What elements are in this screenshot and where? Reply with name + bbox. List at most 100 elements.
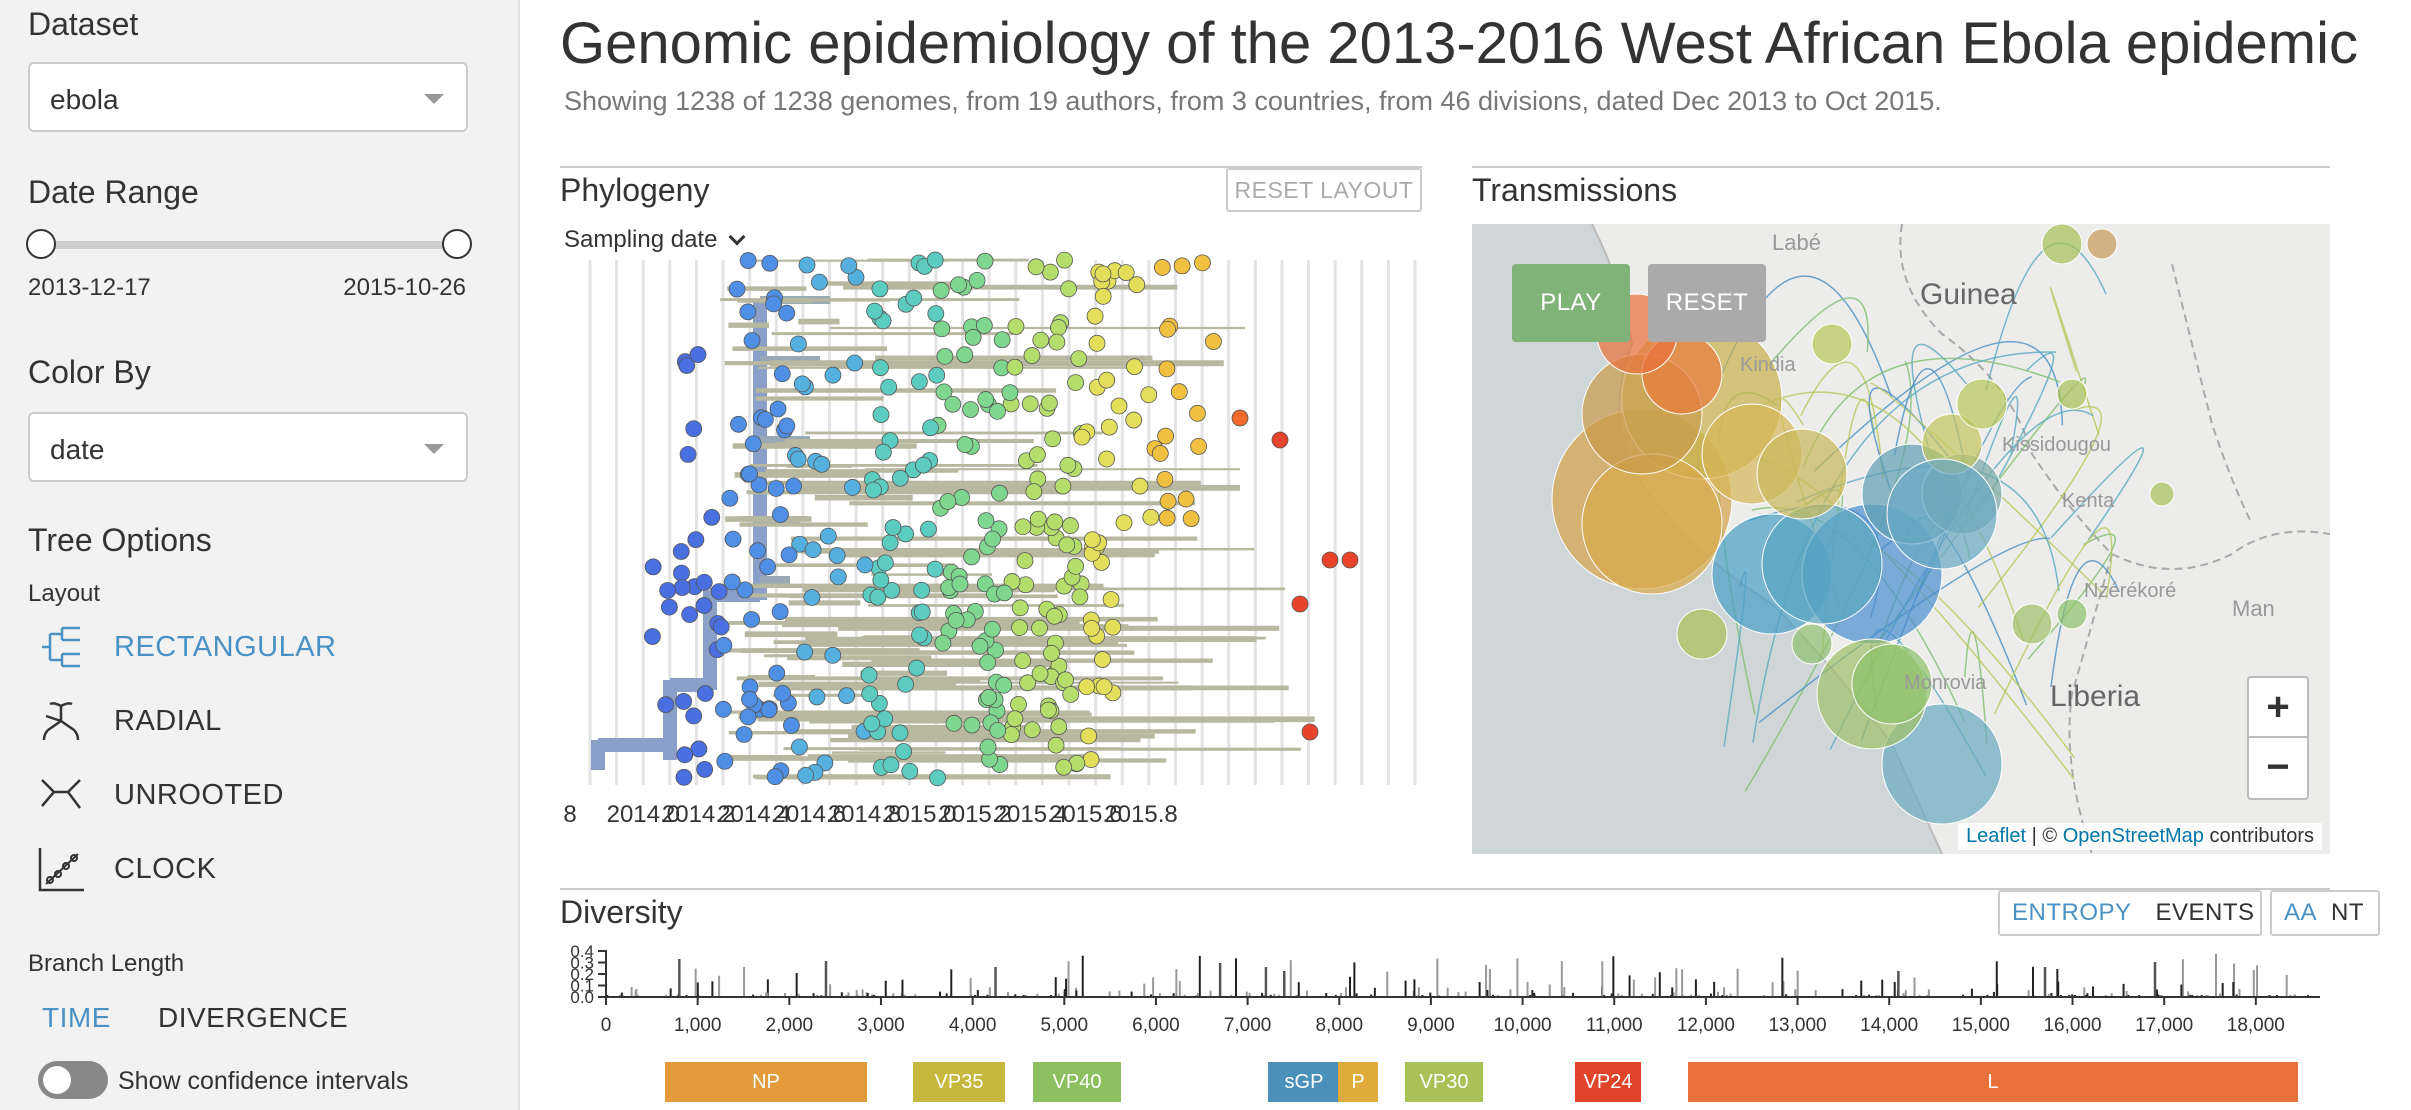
tip [1194,254,1211,272]
tip [1032,331,1050,349]
tip [891,724,909,742]
gene-vp24[interactable]: VP24 [1575,1062,1641,1102]
branch-length-time-button[interactable]: TIME [42,1002,111,1033]
tip [1115,514,1133,532]
tip [789,450,807,468]
tip [1055,758,1073,776]
transmission-map[interactable]: Labé Guinea Kindia Kissidougou Nzérékoré… [1472,224,2330,854]
map-label-nzerekore: Nzérékoré [2084,580,2177,602]
phylogeny-tree[interactable]: 8 2014.02014.22014.42014.62014.82015.0201… [560,240,1430,840]
date-range-heading: Date Range [28,174,199,210]
gene-sgp[interactable]: sGP [1268,1062,1340,1102]
tip [804,541,822,559]
tip [1062,686,1080,703]
tip [1023,721,1041,739]
tip [715,636,733,654]
layout-radial-label: RADIAL [114,704,222,737]
tip [819,527,837,545]
tip [929,769,947,787]
tip [766,768,784,786]
layout-radial-button[interactable]: RADIAL [36,696,376,746]
tip [865,481,882,499]
gene-p[interactable]: P [1338,1062,1378,1102]
tree-tips[interactable] [644,251,1359,787]
reset-layout-button[interactable]: RESET LAYOUT [1226,168,1422,212]
events-button[interactable]: EVENTS [2155,899,2255,926]
tip [798,256,816,274]
tip [989,721,1007,739]
gene-np[interactable]: NP [665,1062,867,1102]
dataset-heading: Dataset [28,6,139,42]
tip [871,280,889,298]
tip [950,276,967,294]
rectangular-tree-icon [42,626,80,668]
date-range-end-handle[interactable] [442,229,472,259]
tip [1043,644,1060,662]
layout-label: Layout [28,580,101,607]
play-button[interactable]: PLAY [1512,264,1630,342]
dataset-select[interactable]: ebola [28,62,468,132]
tip [721,489,739,507]
tip [869,588,887,606]
gene-vp30[interactable]: VP30 [1405,1062,1483,1102]
tip [1117,264,1135,282]
tip [1007,318,1025,335]
date-range-start-label: 2013-12-17 [28,274,151,301]
nt-button[interactable]: NT [2331,899,2365,926]
entropy-axis: 0.00.10.20.30.4 0 1,000 2,000 3,000 4,000 5,00… [570,942,2320,1036]
tip [979,738,997,756]
tip [1080,727,1098,745]
branch-length-divergence-button[interactable]: DIVERGENCE [158,1002,349,1033]
tip [1189,404,1206,422]
aa-button[interactable]: AA [2284,899,2318,926]
tip [780,546,798,564]
map-label-kissidougou: Kissidougou [2002,434,2111,456]
tip [932,282,950,299]
tip [1094,287,1112,305]
entropy-x-tick: 16,000 [2043,1015,2101,1036]
tip [1126,358,1143,376]
tip [962,401,980,418]
tip [1040,701,1057,719]
tip [1057,671,1074,689]
map-reset-button[interactable]: RESET [1648,264,1766,342]
gene-l[interactable]: L [1688,1062,2298,1102]
tip [796,643,814,661]
diversity-title: Diversity [560,894,683,930]
tip [1151,445,1169,462]
gene-vp40[interactable]: VP40 [1033,1062,1121,1102]
location-circle [1756,428,1848,520]
tip [1059,456,1077,474]
osm-link[interactable]: OpenStreetMap [2062,825,2204,847]
location-circle [1761,503,1883,625]
sampling-date-select[interactable]: Sampling date [564,226,746,254]
map-label-guinea: Guinea [1920,278,2017,311]
tip [882,756,900,774]
date-range-track[interactable] [40,241,458,249]
tip [1073,428,1091,446]
layout-rectangular-button[interactable]: RECTANGULAR [36,622,376,672]
tip [690,740,708,758]
layout-unrooted-button[interactable]: UNROOTED [36,770,376,820]
attrib-sep: | © [2026,825,2063,847]
tip [1011,599,1029,617]
tip [984,530,1001,548]
tip [1014,518,1032,536]
entropy-button[interactable]: ENTROPY [2012,899,2132,926]
tip [1050,319,1067,336]
date-range-start-handle[interactable] [26,229,56,259]
layout-clock-button[interactable]: CLOCK [36,844,376,894]
zoom-in-button[interactable]: + [2247,676,2309,738]
confidence-toggle[interactable] [38,1061,108,1099]
leaflet-link[interactable]: Leaflet [1966,825,2027,847]
tip [685,707,703,725]
tip [675,693,693,710]
tip [673,564,690,582]
entropy-x-tick: 5,000 [1041,1015,1089,1036]
zoom-out-button[interactable]: − [2247,738,2309,800]
color-by-select[interactable]: date [28,412,468,482]
entropy-chart[interactable]: 0.00.10.20.30.4 0 1,000 2,000 3,000 4,000 5,00… [560,940,2330,1060]
gene-vp35[interactable]: VP35 [913,1062,1005,1102]
tip [761,254,779,272]
color-by-heading: Color By [28,354,151,390]
